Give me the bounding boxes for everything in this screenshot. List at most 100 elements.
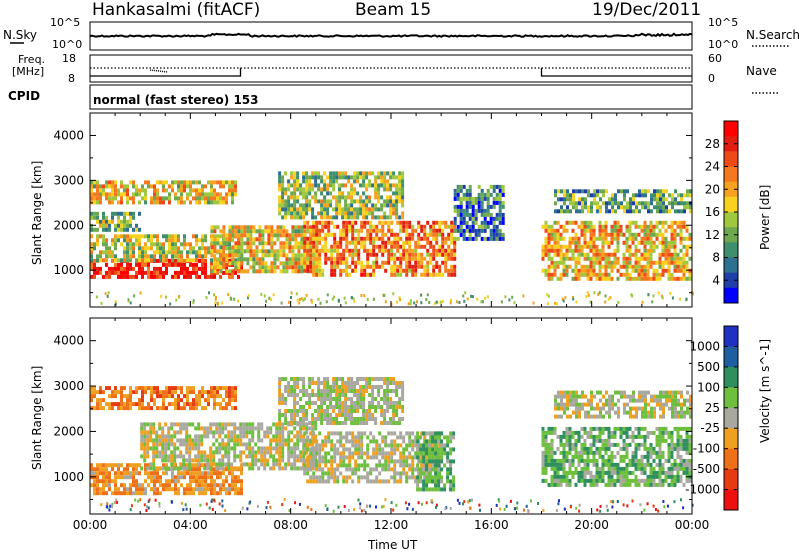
heatmap-cell xyxy=(102,274,105,279)
heatmap-cell xyxy=(222,184,225,189)
heatmap-cell xyxy=(234,265,238,270)
heatmap-cell xyxy=(422,471,426,476)
heatmap-cell xyxy=(275,438,279,443)
heatmap-cell xyxy=(393,232,397,237)
heatmap-cell xyxy=(216,394,219,399)
heatmap-cell xyxy=(398,195,402,200)
heatmap-cell xyxy=(293,454,297,459)
heatmap-cell xyxy=(150,471,153,476)
heatmap-cell xyxy=(123,211,126,216)
heatmap-cell xyxy=(622,256,626,261)
heatmap-cell xyxy=(393,240,397,245)
heatmap-cell xyxy=(206,430,210,435)
heatmap-cell xyxy=(405,220,409,225)
heatmap-cell xyxy=(120,223,123,228)
heatmap-cell xyxy=(234,184,237,189)
heatmap-cell xyxy=(601,264,605,269)
heatmap-cell xyxy=(129,406,132,411)
heatmap-cell xyxy=(198,487,201,492)
heatmap-cell xyxy=(168,200,171,205)
heatmap-cell xyxy=(224,462,228,467)
heatmap-cell xyxy=(275,462,279,467)
heatmap-cell xyxy=(342,435,346,440)
heatmap-cell xyxy=(626,205,629,210)
heatmap-cell xyxy=(363,451,367,456)
heatmap-cell xyxy=(152,462,156,467)
heatmap-cell xyxy=(595,248,599,253)
heatmap-cell xyxy=(318,240,322,245)
heatmap-cell xyxy=(198,180,201,185)
heatmap-cell xyxy=(417,224,421,229)
heatmap-cell xyxy=(650,201,653,206)
heatmap-cell xyxy=(197,426,201,431)
heatmap-cell xyxy=(317,417,321,421)
heatmap-cell xyxy=(374,409,378,413)
speckle xyxy=(260,292,263,296)
heatmap-cell xyxy=(290,421,294,425)
heatmap-cell xyxy=(186,487,189,492)
heatmap-cell xyxy=(141,188,144,193)
heatmap-cell xyxy=(556,236,560,241)
heatmap-cell xyxy=(198,188,201,193)
heatmap-cell xyxy=(324,244,328,249)
heatmap-cell xyxy=(689,189,692,194)
heatmap-cell xyxy=(221,462,225,467)
heatmap-cell xyxy=(554,201,557,206)
heatmap-cell xyxy=(362,389,366,393)
heatmap-cell xyxy=(605,205,608,210)
heatmap-cell xyxy=(351,455,355,460)
heatmap-cell xyxy=(90,463,93,468)
heatmap-cell xyxy=(431,439,435,444)
heatmap-cell xyxy=(300,237,304,242)
heatmap-cell xyxy=(320,409,324,413)
heatmap-cell xyxy=(171,262,174,267)
heatmap-cell xyxy=(171,274,174,279)
heatmap-cell xyxy=(644,193,647,198)
heatmap-cell xyxy=(177,254,180,259)
heatmap-cell xyxy=(420,455,424,460)
heatmap-cell xyxy=(114,196,117,201)
heatmap-cell xyxy=(363,244,367,249)
heatmap-cell xyxy=(389,421,393,425)
speckle xyxy=(547,302,550,306)
heatmap-cell xyxy=(335,195,339,200)
heatmap-cell xyxy=(290,389,294,393)
heatmap-cell xyxy=(210,200,213,205)
heatmap-cell xyxy=(608,209,611,214)
heatmap-cell xyxy=(296,377,300,381)
heatmap-cell xyxy=(345,475,349,480)
heatmap-cell xyxy=(614,209,617,214)
heatmap-cell xyxy=(344,401,348,405)
heatmap-cell xyxy=(192,467,195,472)
heatmap-cell xyxy=(309,269,313,274)
heatmap-cell xyxy=(607,256,611,261)
heatmap-cell xyxy=(221,446,225,451)
heatmap-cell xyxy=(204,200,207,205)
heatmap-cell xyxy=(625,228,629,233)
heatmap-cell xyxy=(318,232,322,237)
heatmap-cell xyxy=(281,426,285,431)
heatmap-cell xyxy=(398,381,402,385)
heatmap-cell xyxy=(408,220,412,225)
heatmap-cell xyxy=(123,246,126,251)
heatmap-cell xyxy=(225,241,229,246)
heatmap-cell xyxy=(580,224,584,229)
heatmap-cell xyxy=(374,385,378,389)
heatmap-cell xyxy=(228,242,231,247)
heatmap-cell xyxy=(126,223,129,228)
heatmap-cell xyxy=(258,225,262,230)
heatmap-cell xyxy=(189,192,192,197)
heatmap-cell xyxy=(99,254,102,259)
heatmap-cell xyxy=(335,397,339,401)
heatmap-cell xyxy=(577,256,581,261)
heatmap-cell xyxy=(662,197,665,202)
heatmap-cell xyxy=(371,397,375,401)
heatmap-cell xyxy=(634,268,638,273)
heatmap-cell xyxy=(201,242,204,247)
heatmap-cell xyxy=(649,252,653,257)
heatmap-cell xyxy=(123,491,126,496)
heatmap-cell xyxy=(174,250,177,255)
heatmap-cell xyxy=(117,463,120,468)
heatmap-cell xyxy=(426,268,430,273)
heatmap-cell xyxy=(222,386,225,391)
